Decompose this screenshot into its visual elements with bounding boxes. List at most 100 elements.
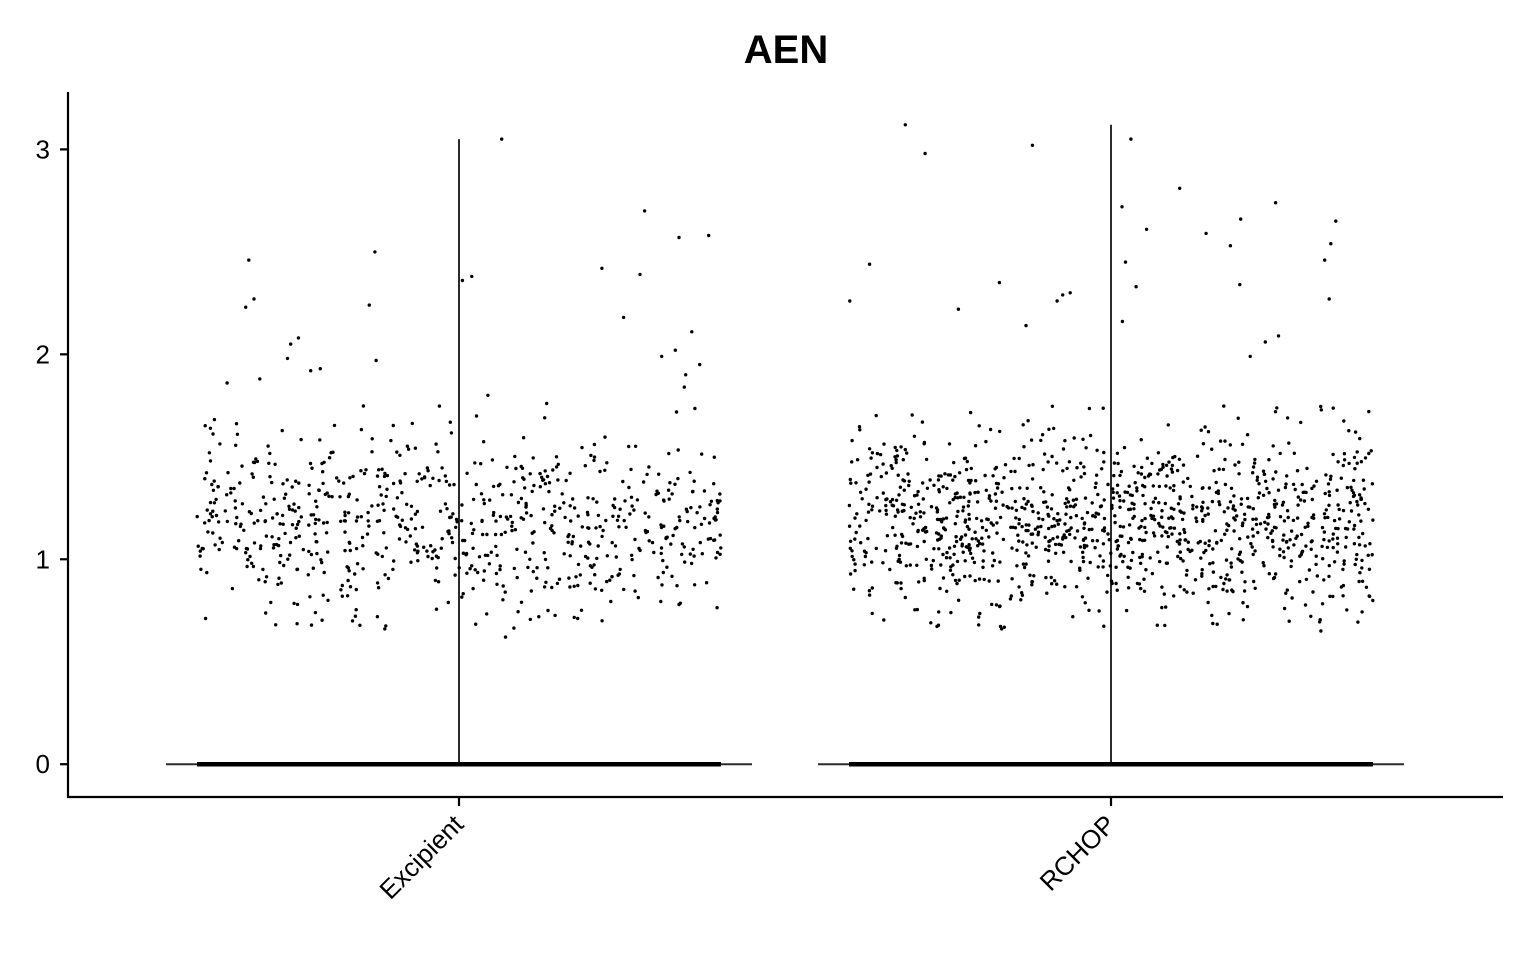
data-point: [850, 460, 854, 464]
data-point: [627, 444, 631, 449]
data-point: [894, 458, 898, 462]
data-point: [864, 518, 868, 523]
data-point: [1153, 517, 1157, 522]
data-point: [1115, 491, 1119, 495]
data-point: [1118, 499, 1122, 503]
data-point: [1238, 537, 1242, 541]
data-point: [425, 466, 430, 470]
data-point: [967, 543, 971, 547]
data-point: [1094, 481, 1098, 485]
data-point: [450, 536, 454, 540]
data-point: [716, 501, 720, 505]
data-point: [377, 519, 382, 523]
data-point: [321, 593, 325, 597]
chart-title: AEN: [744, 28, 828, 72]
data-point: [1153, 496, 1158, 500]
data-point: [366, 510, 370, 515]
data-point: [385, 473, 390, 478]
data-point: [1176, 502, 1181, 506]
data-point: [1026, 499, 1030, 504]
data-point: [1065, 497, 1069, 501]
data-point: [319, 558, 323, 562]
data-point: [1178, 538, 1182, 542]
data-point: [1339, 476, 1344, 480]
data-point: [400, 491, 404, 495]
data-point: [508, 514, 513, 519]
data-point: [980, 536, 984, 540]
data-point: [903, 447, 907, 452]
data-point: [596, 513, 601, 518]
data-point: [568, 471, 572, 475]
data-point: [1326, 515, 1330, 520]
data-point: [854, 481, 858, 485]
data-point: [848, 546, 852, 550]
data-point: [435, 566, 439, 570]
data-point: [1314, 562, 1318, 567]
data-point: [1083, 601, 1087, 605]
data-point: [600, 619, 604, 623]
data-point: [230, 586, 235, 591]
data-point: [1291, 482, 1296, 487]
data-point: [353, 614, 358, 618]
data-point: [528, 617, 532, 622]
data-point: [501, 584, 505, 588]
data-point: [850, 438, 854, 443]
data-point: [395, 450, 399, 454]
data-point: [972, 560, 977, 565]
data-point: [956, 509, 960, 514]
data-point: [1117, 494, 1122, 498]
data-point: [1026, 554, 1031, 558]
data-point: [1261, 561, 1265, 565]
data-point: [1052, 524, 1057, 528]
data-point: [1150, 516, 1154, 521]
data-point: [692, 583, 697, 587]
data-point: [923, 151, 927, 156]
data-point: [1056, 522, 1061, 526]
data-point: [195, 514, 199, 519]
data-point: [233, 499, 237, 503]
data-point: [1298, 579, 1302, 584]
data-point: [321, 470, 325, 474]
data-point: [867, 502, 871, 506]
data-point: [1212, 469, 1216, 473]
data-point: [1258, 522, 1263, 526]
data-point: [548, 526, 553, 531]
data-point: [998, 429, 1002, 434]
data-point: [350, 619, 355, 623]
data-point: [217, 547, 221, 552]
data-point: [1151, 531, 1156, 535]
data-point: [1301, 490, 1305, 495]
data-point: [379, 493, 383, 497]
data-point: [594, 526, 598, 530]
data-point: [1140, 465, 1144, 470]
data-point: [1282, 533, 1286, 537]
data-point: [495, 582, 499, 586]
data-point: [1025, 486, 1029, 490]
data-point: [1135, 581, 1140, 586]
data-point: [1102, 624, 1106, 628]
data-point: [576, 562, 581, 567]
data-point: [698, 540, 702, 545]
data-point: [656, 575, 660, 580]
data-point: [1270, 538, 1275, 543]
data-point: [251, 475, 255, 479]
data-point: [600, 588, 604, 592]
data-point: [1208, 562, 1212, 566]
data-point: [263, 580, 267, 584]
data-point: [1193, 578, 1198, 582]
data-point: [704, 581, 709, 585]
data-point: [976, 539, 980, 543]
data-point: [1148, 472, 1153, 477]
data-point: [867, 589, 872, 593]
data-point: [240, 502, 245, 506]
data-point: [968, 491, 972, 495]
data-point: [1321, 557, 1325, 561]
data-point: [885, 534, 890, 538]
data-point: [526, 565, 530, 570]
data-point: [863, 554, 868, 559]
data-point: [1030, 143, 1035, 147]
data-point: [1256, 496, 1261, 500]
data-point: [537, 615, 541, 619]
data-point: [637, 546, 641, 551]
